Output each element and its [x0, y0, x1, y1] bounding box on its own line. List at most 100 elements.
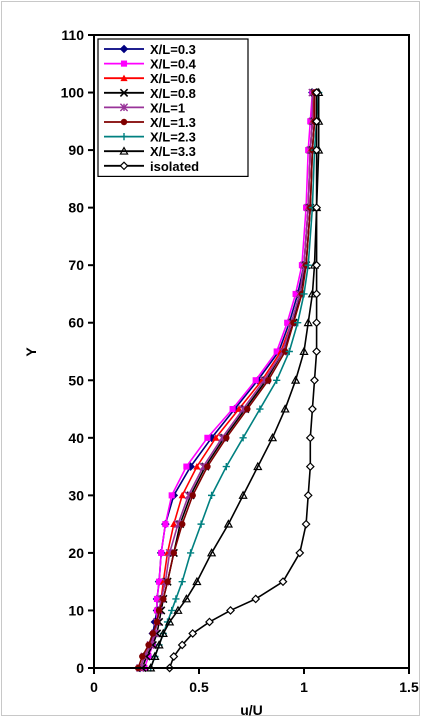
data-point: [177, 640, 187, 650]
data-point: [178, 491, 186, 499]
data-point: [156, 578, 163, 585]
data-point: [139, 653, 146, 660]
legend-marker: [119, 161, 129, 171]
data-point: [150, 651, 160, 660]
data-point: [252, 377, 259, 384]
data-point: [280, 404, 290, 413]
data-point: [294, 319, 302, 327]
data-point: [295, 548, 305, 558]
data-point: [312, 318, 322, 328]
data-point: [158, 628, 168, 637]
data-point: [273, 348, 280, 355]
data-point: [192, 576, 202, 586]
data-point: [164, 578, 171, 585]
legend-marker: [119, 103, 129, 112]
legend-entry: X/L=2.3: [104, 130, 196, 145]
legend-marker: [119, 44, 129, 54]
data-point: [170, 520, 178, 528]
y-tick-label: 100: [61, 85, 85, 101]
data-point: [197, 520, 205, 528]
data-point: [307, 404, 317, 414]
data-point: [173, 605, 183, 614]
legend-label: X/L=3.3: [150, 144, 196, 159]
data-point: [312, 145, 322, 155]
data-point: [253, 461, 263, 471]
legend-entry: X/L=1.3: [104, 115, 196, 130]
series-layer: [134, 87, 324, 673]
plot-border: [93, 34, 410, 669]
data-point: [153, 618, 161, 626]
legend-marker: [120, 133, 128, 141]
data-point: [162, 521, 169, 528]
data-point: [168, 492, 175, 499]
data-point: [301, 519, 311, 529]
data-point: [158, 549, 165, 556]
y-tick-label: 60: [68, 315, 84, 331]
legend-label: X/L=2.3: [150, 130, 196, 145]
data-point: [172, 595, 180, 603]
data-point: [305, 147, 312, 154]
data-point: [304, 261, 312, 269]
legend-marker: [120, 74, 128, 82]
data-point: [299, 346, 309, 355]
data-point: [170, 549, 178, 557]
data-point: [193, 462, 201, 470]
data-point: [303, 204, 310, 211]
data-point: [310, 375, 319, 385]
data-point: [303, 317, 313, 327]
y-tick-label: 40: [68, 430, 84, 446]
legend-marker: [119, 88, 129, 97]
data-point: [239, 434, 247, 442]
legend-entry: X/L=3.3: [104, 144, 196, 159]
data-point: [284, 319, 291, 326]
y-tick-label: 30: [68, 487, 84, 503]
data-point: [290, 319, 297, 326]
data-point: [208, 491, 216, 499]
data-point: [181, 594, 192, 603]
data-point: [312, 260, 322, 270]
legend-entry: X/L=0.6: [104, 71, 196, 86]
x-tick-label: 0: [90, 679, 98, 695]
data-point: [223, 434, 230, 442]
x-tick-label: 1: [300, 679, 308, 695]
data-point: [226, 606, 235, 615]
data-point: [189, 492, 196, 499]
legend-entry: isolated: [104, 159, 199, 174]
data-point: [212, 434, 220, 441]
data-point: [307, 118, 314, 125]
data-point: [187, 549, 195, 557]
series-6: [134, 89, 318, 672]
legend: X/L=0.3X/L=0.4X/L=0.6X/L=0.8X/L=1X/L=1.3…: [97, 38, 249, 177]
data-point: [300, 290, 308, 298]
data-point: [235, 405, 243, 412]
legend-marker: [120, 118, 128, 126]
data-point: [223, 519, 234, 528]
legend-label: X/L=1: [150, 100, 185, 115]
legend-label: X/L=0.6: [150, 71, 196, 86]
data-point: [256, 405, 264, 413]
data-point: [155, 607, 163, 614]
data-point: [169, 652, 179, 661]
y-tick-label: 0: [76, 660, 84, 676]
data-point: [160, 595, 167, 603]
data-point: [312, 289, 322, 299]
legend-label: X/L=1.3: [150, 115, 196, 130]
y-axis-title: Y: [23, 347, 39, 357]
legend-entry: X/L=0.4: [104, 57, 197, 72]
data-point: [290, 375, 301, 384]
y-tick-label: 70: [68, 257, 84, 273]
series-line: [149, 92, 320, 669]
legend-label: X/L=0.4: [150, 57, 197, 72]
legend-entry: X/L=0.8: [104, 86, 196, 101]
data-point: [305, 462, 315, 472]
data-point: [285, 347, 293, 356]
data-point: [206, 548, 217, 557]
data-point: [168, 606, 176, 615]
data-point: [238, 490, 248, 499]
data-point: [183, 463, 190, 470]
data-point: [281, 348, 289, 355]
data-point: [204, 434, 211, 441]
data-point: [229, 405, 236, 413]
